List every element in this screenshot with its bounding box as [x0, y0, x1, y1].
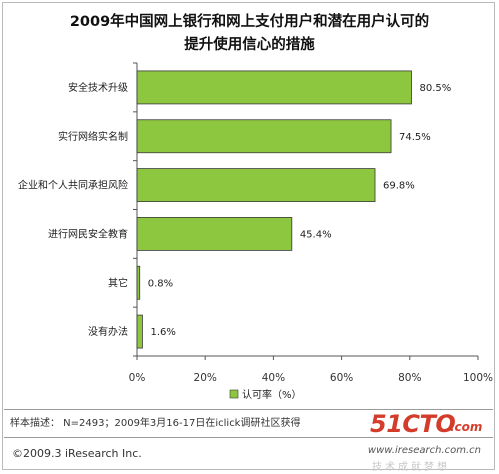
category-label: 实行网络实名制	[58, 130, 128, 143]
x-tick-label: 60%	[330, 372, 353, 384]
bar	[136, 119, 392, 154]
copyright-text: ©2009.3 iResearch Inc.	[12, 447, 142, 460]
legend-swatch	[229, 389, 239, 399]
bar	[136, 70, 412, 105]
bar	[136, 217, 293, 251]
data-label: 80.5%	[420, 83, 452, 94]
data-label: 74.5%	[399, 132, 431, 143]
footer-divider-bottom	[4, 437, 493, 438]
bar	[136, 314, 143, 349]
data-label: 45.4%	[300, 229, 332, 240]
chart-frame	[2, 2, 495, 470]
watermark-logo: 51CTO	[370, 410, 456, 438]
category-label: 进行网民安全教育	[48, 227, 128, 240]
data-label: 69.8%	[383, 181, 415, 192]
data-label: 1.6%	[150, 327, 175, 338]
watermark-tagline: 技术成就梦想	[372, 462, 450, 473]
legend-label: 认可率（%）	[242, 388, 302, 401]
x-tick-label: 80%	[398, 372, 421, 384]
data-label: 0.8%	[148, 278, 173, 289]
x-tick-label: 0%	[129, 372, 146, 384]
footer-divider-top	[4, 409, 493, 410]
site-url[interactable]: www.iresearch.com.cn	[367, 445, 481, 456]
category-label: 企业和个人共同承担风险	[18, 179, 128, 192]
category-label: 其它	[108, 276, 128, 289]
category-label: 安全技术升级	[68, 81, 128, 94]
sample-note: 样本描述： N=2493；2009年3月16-17日在iclick调研社区获得	[10, 418, 301, 429]
chart-title-line1: 2009年中国网上银行和网上支付用户和潜在用户认可的	[69, 14, 430, 30]
bar	[136, 265, 141, 300]
x-tick-label: 40%	[262, 372, 285, 384]
x-tick-label: 100%	[463, 372, 493, 384]
x-tick-label: 20%	[194, 372, 217, 384]
watermark-domain: .com	[450, 420, 483, 434]
category-label: 没有办法	[88, 325, 128, 338]
chart-title-line2: 提升使用信心的措施	[184, 37, 315, 53]
bar	[136, 168, 376, 202]
